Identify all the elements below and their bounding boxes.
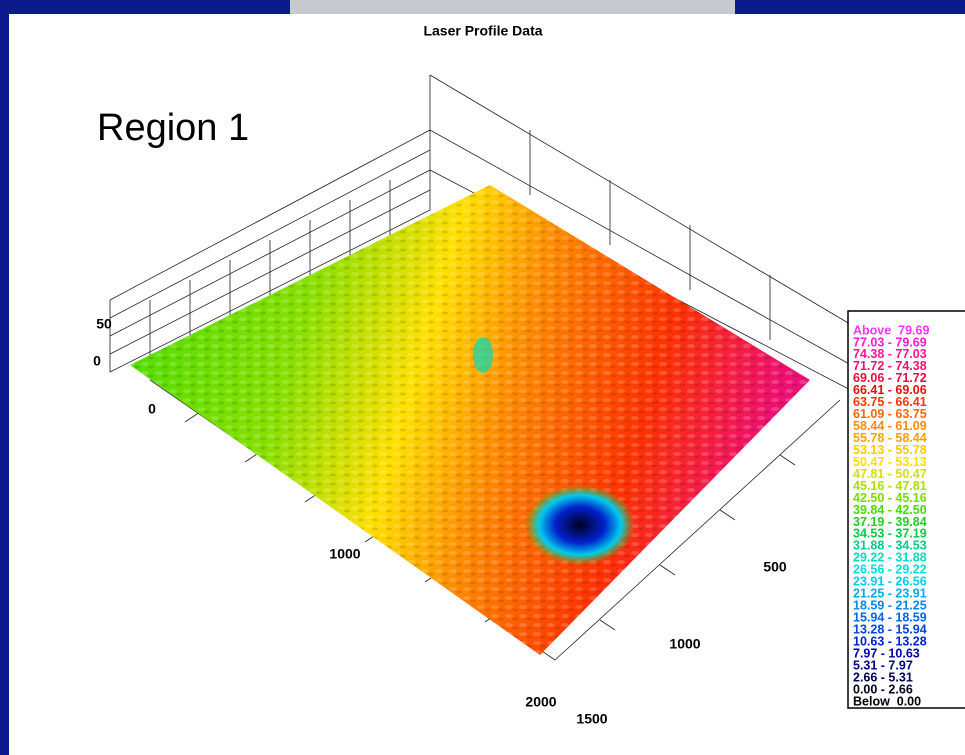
chart-title: Laser Profile Data — [423, 23, 542, 39]
slide: Laser Profile Data Region 1 500010002000… — [0, 0, 965, 755]
axis-label: 500 — [763, 559, 787, 575]
legend-entry: Below 0.00 — [853, 694, 921, 708]
surface-spot — [473, 337, 493, 373]
region-label: Region 1 — [97, 107, 249, 149]
axis-label: 1000 — [669, 636, 700, 652]
axis-label: 1500 — [576, 711, 607, 727]
axis-label: 0 — [93, 353, 101, 369]
header-strip — [290, 0, 735, 14]
page: Laser Profile Data Region 1 500010002000… — [0, 0, 965, 755]
axis-label: 1000 — [329, 546, 360, 562]
axis-label: 50 — [96, 316, 112, 332]
surface-pit — [525, 485, 635, 565]
axis-label: 2000 — [525, 694, 556, 710]
axis-label: 0 — [148, 401, 156, 417]
